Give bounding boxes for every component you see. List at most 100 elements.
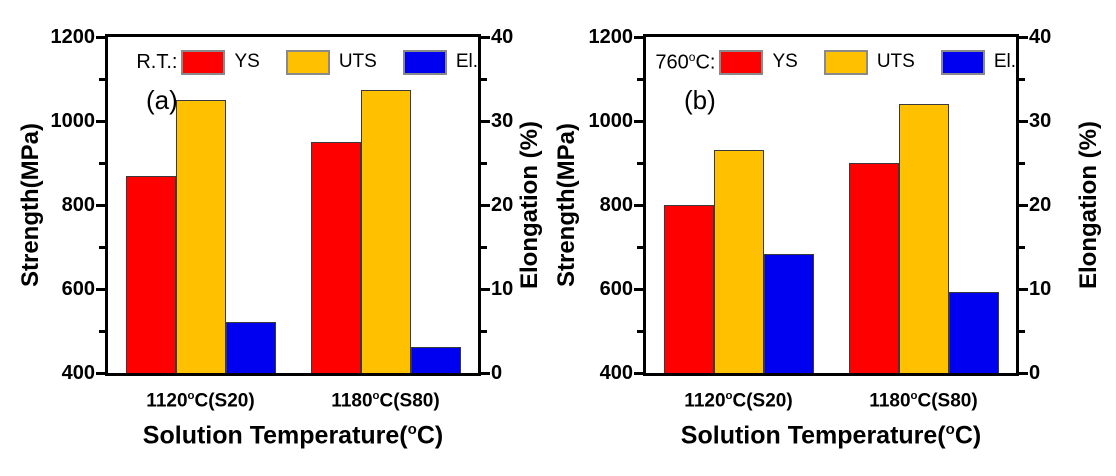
bar-ys	[125, 175, 176, 373]
y-right-minor-tick	[1019, 245, 1025, 249]
bar-uts	[360, 89, 411, 373]
bar-el	[410, 346, 461, 373]
y-right-major-tick	[1019, 371, 1028, 375]
y-left-minor-tick	[99, 245, 105, 249]
y-right-tick-label: 20	[1029, 194, 1052, 216]
y-left-tick-label: 600	[61, 278, 95, 300]
y-right-tick-label: 40	[1029, 26, 1052, 48]
y-left-minor-tick	[637, 77, 643, 81]
y-left-major-tick	[96, 119, 105, 123]
y-right-tick-label: 0	[1029, 362, 1041, 384]
y-right-major-tick	[1019, 119, 1028, 123]
y-axis-title-left: Strength(MPa)	[17, 123, 44, 287]
legend-swatch-ys	[719, 49, 764, 75]
y-right-major-tick	[481, 119, 490, 123]
x-tick-label: 1120oC(S20)	[146, 390, 255, 412]
x-tick-label: 1180oC(S80)	[869, 390, 978, 412]
y-left-tick-label: 1000	[50, 110, 96, 132]
y-right-minor-tick	[481, 329, 487, 333]
y-left-minor-tick	[637, 161, 643, 165]
legend-swatch-uts	[823, 49, 868, 75]
bar-el	[948, 291, 999, 373]
legend: 760oC: YS UTS El.	[652, 47, 1016, 77]
plot-area: 760oC: YS UTS El. (b)	[643, 34, 1019, 376]
y-left-major-tick	[96, 203, 105, 207]
y-left-tick-label: 1200	[50, 26, 96, 48]
panel-label: (a)	[146, 85, 178, 115]
legend: R.T.: YS UTS El.	[114, 47, 478, 77]
x-tick-label: 1120oC(S20)	[684, 390, 793, 412]
y-right-minor-tick	[1019, 77, 1025, 81]
bar-uts	[713, 150, 764, 373]
y-right-major-tick	[481, 287, 490, 291]
bar-uts	[175, 100, 226, 373]
bar-el	[225, 321, 276, 373]
y-right-minor-tick	[481, 161, 487, 165]
y-left-tick-label: 600	[599, 278, 633, 300]
legend-prefix: R.T.:	[136, 50, 178, 73]
y-left-major-tick	[634, 287, 643, 291]
legend-label-el: El.	[455, 51, 478, 72]
panel-a: R.T.: YS UTS El. (a) 400 600 800 1000 1200 0 10 20 30…	[17, 26, 543, 450]
legend-swatch-el	[940, 49, 985, 75]
y-axis-title-left: Strength(MPa)	[553, 123, 580, 287]
y-left-minor-tick	[99, 77, 105, 81]
y-left-major-tick	[634, 35, 643, 39]
y-left-major-tick	[634, 119, 643, 123]
legend-swatch-el	[402, 49, 447, 75]
x-axis-title: Solution Temperature(oC)	[142, 421, 444, 450]
legend-label-ys: YS	[772, 51, 798, 72]
y-left-tick-label: 400	[61, 362, 95, 384]
x-tick-label: 1180oC(S80)	[331, 390, 440, 412]
legend-label-uts: UTS	[876, 51, 915, 72]
y-left-minor-tick	[637, 245, 643, 249]
y-right-minor-tick	[1019, 161, 1025, 165]
y-left-major-tick	[96, 371, 105, 375]
y-right-major-tick	[481, 371, 490, 375]
bar-ys	[310, 142, 361, 373]
y-right-tick-label: 30	[491, 110, 514, 132]
y-axis-title-right: Elongation (%)	[516, 121, 543, 289]
y-right-tick-label: 0	[491, 362, 503, 384]
y-left-tick-label: 1000	[588, 110, 634, 132]
panel-label: (b)	[684, 85, 716, 115]
y-right-major-tick	[1019, 35, 1028, 39]
plot-area: R.T.: YS UTS El. (a)	[105, 34, 481, 376]
y-right-minor-tick	[1019, 329, 1025, 333]
bar-el	[763, 253, 814, 373]
y-right-minor-tick	[481, 77, 487, 81]
legend-label-ys: YS	[234, 51, 260, 72]
legend-swatch-ys	[181, 49, 226, 75]
y-left-minor-tick	[637, 329, 643, 333]
y-left-major-tick	[96, 287, 105, 291]
y-left-minor-tick	[99, 329, 105, 333]
legend-label-el: El.	[993, 51, 1016, 72]
y-left-major-tick	[96, 35, 105, 39]
y-left-tick-label: 1200	[588, 26, 634, 48]
bar-ys	[848, 163, 899, 373]
y-left-major-tick	[634, 203, 643, 207]
y-right-minor-tick	[481, 245, 487, 249]
legend-swatch-uts	[285, 49, 330, 75]
y-left-major-tick	[634, 371, 643, 375]
y-right-tick-label: 10	[491, 278, 514, 300]
y-right-major-tick	[481, 35, 490, 39]
bar-uts	[898, 104, 949, 373]
y-left-tick-label: 400	[599, 362, 633, 384]
y-right-tick-label: 30	[1029, 110, 1052, 132]
panel-b: 760oC: YS UTS El. (b) 400 600 800 1000 1200 0 10 20 3…	[553, 0, 1116, 476]
y-axis-title-right: Elongation (%)	[1075, 121, 1102, 289]
y-right-major-tick	[1019, 203, 1028, 207]
y-right-major-tick	[481, 203, 490, 207]
y-left-tick-label: 800	[61, 194, 95, 216]
legend-label-uts: UTS	[338, 51, 377, 72]
legend-prefix: 760oC:	[655, 49, 716, 74]
y-left-minor-tick	[99, 161, 105, 165]
y-right-tick-label: 40	[491, 26, 514, 48]
y-right-tick-label: 20	[491, 194, 514, 216]
y-right-major-tick	[1019, 287, 1028, 291]
y-right-tick-label: 10	[1029, 278, 1052, 300]
x-axis-title: Solution Temperature(oC)	[680, 421, 982, 450]
y-left-tick-label: 800	[599, 194, 633, 216]
